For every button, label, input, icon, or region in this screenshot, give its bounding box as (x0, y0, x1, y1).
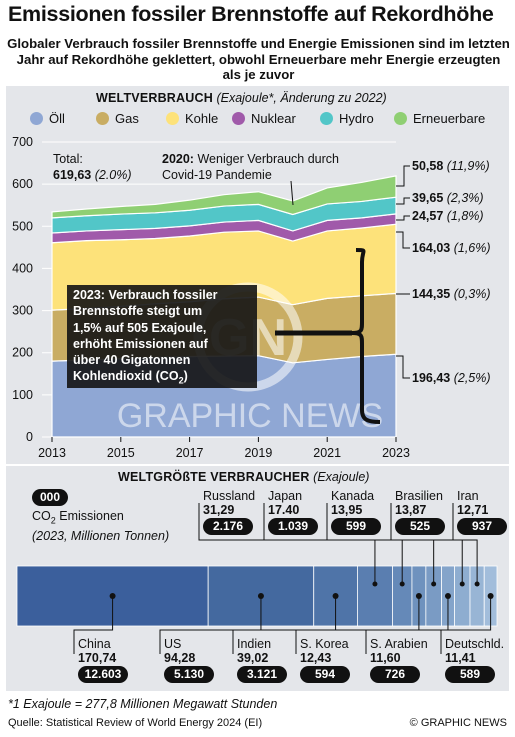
watermark-text: GRAPHIC NEWS (117, 397, 383, 435)
y-tick-label: 0 (26, 430, 33, 444)
section2-heading: WELTGRÖßTE VERBRAUCHER (Exajoule) (118, 470, 370, 484)
leader-line (365, 596, 449, 654)
y-tick-label: 300 (12, 304, 33, 318)
y-tick-label: 700 (12, 135, 33, 149)
x-tick-label: 2023 (382, 446, 410, 460)
x-tick-label: 2019 (244, 446, 272, 460)
leader-dot (474, 581, 480, 587)
value-label-gas: 144,35 (0,3%) (412, 287, 491, 301)
x-tick-label: 2017 (176, 446, 204, 460)
legend-swatch-renewables (394, 112, 407, 125)
x-tick-label: 2013 (38, 446, 66, 460)
value-label-öll: 196,43 (2,5%) (412, 371, 491, 385)
consumer-label-indien: Indien 39,02 3.121 (237, 637, 287, 683)
leader-renewables (396, 165, 410, 187)
leader-oil (396, 355, 410, 379)
y-tick-label: 400 (12, 261, 33, 275)
x-tick-label: 2015 (107, 446, 135, 460)
legend-swatch-nuclear (232, 112, 245, 125)
leader-dot (372, 581, 378, 587)
y-tick-label: 600 (12, 177, 33, 191)
legend-oil: Öll (30, 111, 96, 126)
leader-line (159, 596, 262, 654)
total-label-box: Total: 619,63 (2.0%) (53, 151, 132, 183)
legend-swatch-gas (96, 112, 109, 125)
leader-dot (444, 593, 451, 599)
total-label: Total: (53, 152, 83, 166)
legend-swatch-coal (166, 112, 179, 125)
consumer-label-russland: Russland 31,29 2.176 (203, 489, 256, 535)
legend-swatch-hydro (320, 112, 333, 125)
legend-coal: Kohle (166, 111, 232, 126)
page-title: Emissionen fossiler Brennstoffe auf Reko… (8, 2, 494, 26)
legend-hydro: Hydro (320, 111, 394, 126)
consumer-label-sarabien: S. Arabien 11,60 726 (370, 637, 428, 683)
x-tick-label: 2021 (313, 446, 341, 460)
value-label-erneuerbare: 50,58 (11,9%) (412, 159, 490, 173)
source: Quelle: Statistical Review of World Ener… (8, 717, 263, 729)
fossil-brace (351, 248, 381, 424)
annotation-2020-line (290, 180, 294, 206)
total-value: 619,63 (53, 168, 92, 182)
consumer-label-iran: Iran 12,71 937 (457, 489, 507, 535)
section1-heading: WELTVERBRAUCH (Exajoule*, Änderung zu 20… (96, 91, 387, 105)
y-tick-label: 500 (12, 219, 33, 233)
consumer-label-skorea: S. Korea 12,43 594 (300, 637, 350, 683)
leader-dot (257, 593, 264, 599)
consumer-label-deutschld: Deutschld. 11,41 589 (445, 637, 505, 683)
leader-hydro (396, 197, 410, 205)
consumer-label-japan: Japan 17.40 1.039 (268, 489, 318, 535)
leader-line (73, 596, 114, 654)
value-label-hydro: 39,65 (2,3%) (412, 191, 484, 205)
key-emissions: CO2 Emissionen (2023, Millionen Tonnen) (32, 509, 170, 543)
value-label-nuklear: 24,57 (1,8%) (412, 209, 484, 223)
total-change: (2.0%) (94, 168, 132, 182)
value-label-kohle: 164,03 (1,6%) (412, 241, 491, 255)
chart-legend: Öll Gas Kohle Nuklear Hydro Erneuerbare (30, 111, 510, 126)
key-pill: 000 (32, 489, 68, 506)
footnote: *1 Exajoule = 277,8 Millionen Megawatt S… (8, 697, 278, 711)
page-subtitle: Globaler Verbrauch fossiler Brennstoffe … (7, 36, 510, 82)
legend-gas: Gas (96, 111, 166, 126)
copyright: © GRAPHIC NEWS (409, 717, 507, 729)
consumer-label-us: US 94,28 5.130 (164, 637, 214, 683)
leader-nuclear (396, 215, 410, 221)
annotation-2023: 2023: Verbrauch fossiler Brennstoffe ste… (67, 285, 257, 388)
leader-line (295, 596, 420, 654)
leader-line (440, 596, 492, 654)
y-tick-label: 100 (12, 388, 33, 402)
legend-nuclear: Nuklear (232, 111, 320, 126)
annotation-2020: 2020: Weniger Verbrauch durch Covid-19 P… (162, 152, 339, 182)
leader-coal (396, 231, 410, 249)
leader-dot (431, 581, 437, 587)
leader-line (452, 503, 478, 584)
legend-renewables: Erneuerbare (394, 111, 485, 126)
consumer-label-kanada: Kanada 13,95 599 (331, 489, 381, 535)
consumer-label-china: China 170,74 12.603 (78, 637, 128, 683)
leader-dot (459, 581, 465, 587)
area-series-erneuerbare (51, 175, 397, 219)
leader-dot (109, 593, 116, 599)
leader-dot (332, 593, 339, 599)
leader-line (232, 596, 337, 654)
leader-line (390, 503, 463, 584)
leader-dot (487, 593, 494, 599)
consumer-label-brasilien: Brasilien 13,87 525 (395, 489, 445, 535)
leader-dot (399, 581, 405, 587)
leader-line (326, 503, 435, 584)
y-tick-label: 200 (12, 346, 33, 360)
leader-dot (415, 593, 422, 599)
legend-swatch-oil (30, 112, 43, 125)
